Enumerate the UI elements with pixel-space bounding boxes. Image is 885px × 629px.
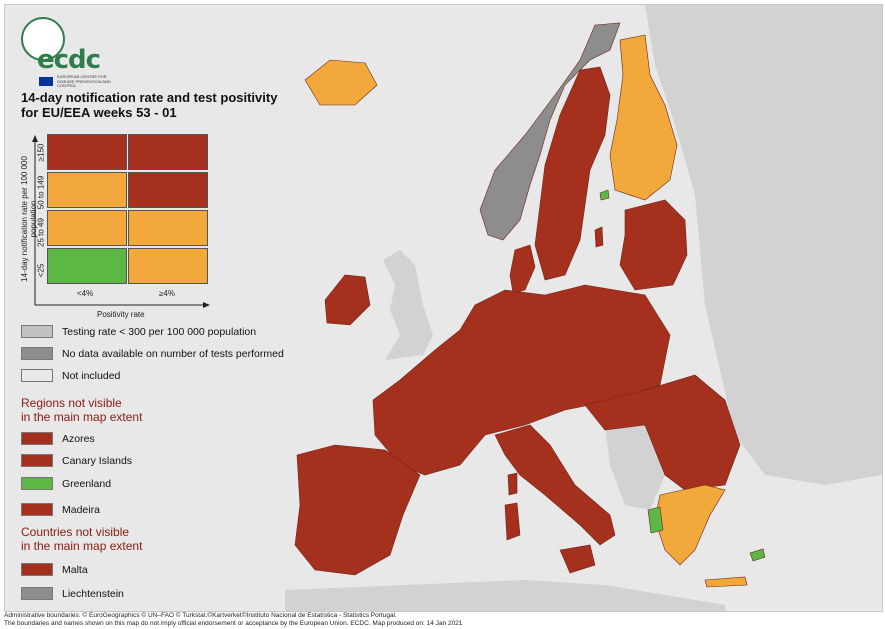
region-madeira: Madeira (21, 503, 100, 516)
country-norway (479, 22, 621, 241)
footer: Administrative boundaries: © EuroGeograp… (4, 612, 884, 628)
title-line-2: for EU/EEA weeks 53 - 01 (21, 105, 177, 120)
matrix-x-tick: <4% (77, 289, 94, 298)
legend-label: Madeira (62, 503, 100, 516)
country-central-europe (372, 284, 671, 476)
countries-heading: Countries not visible in the main map ex… (21, 525, 221, 553)
matrix-cell (128, 134, 208, 170)
non-eu-land-uk (383, 250, 433, 360)
country-baltics (619, 199, 688, 291)
country-southeast (584, 374, 741, 491)
title-line-1: 14-day notification rate and test positi… (21, 90, 278, 105)
legend-swatch (21, 325, 53, 338)
footer-line-2: The boundaries and names shown on this m… (4, 620, 463, 627)
country-greece (654, 484, 726, 566)
island-gotland (594, 226, 604, 248)
regions-heading-line-2: in the main map extent (21, 410, 143, 424)
legend-swatch (21, 503, 53, 516)
logo-wordmark: ecdc (37, 45, 101, 75)
region-greenland: Greenland (21, 477, 111, 490)
legend-label: Canary Islands (62, 454, 133, 467)
matrix-x-label: Positivity rate (97, 310, 145, 319)
matrix-cell (128, 248, 208, 284)
matrix-y-tick: 25 to 49 (36, 218, 46, 247)
country-sicily (559, 544, 596, 574)
matrix-y-arrow (32, 135, 38, 142)
legend-label: Azores (62, 432, 95, 445)
legend-swatch (21, 369, 53, 382)
legend-swatch (21, 477, 53, 490)
map-title: 14-day notification rate and test positi… (21, 90, 321, 120)
regions-heading: Regions not visible in the main map exte… (21, 396, 221, 424)
matrix-cell (47, 248, 127, 284)
non-eu-land-balkans (605, 425, 665, 510)
footer-line-1: Administrative boundaries: © EuroGeograp… (4, 612, 397, 619)
matrix-x-tick: ≥4% (159, 289, 175, 298)
country-finland (609, 34, 678, 201)
regions-heading-line-1: Regions not visible (21, 396, 122, 410)
legend-no-data: No data available on number of tests per… (21, 347, 284, 360)
legend-label: Liechtenstein (62, 587, 124, 600)
country-denmark (509, 244, 536, 294)
matrix-x-arrow (203, 302, 210, 308)
map-frame: ecdc EUROPEAN CENTRE FOR DISEASE PREVENT… (4, 4, 883, 612)
countries-heading-line-1: Countries not visible (21, 525, 130, 539)
matrix-y-tick: ≥150 (36, 143, 46, 162)
matrix-cell (47, 210, 127, 246)
country-malta-legend: Malta (21, 563, 88, 576)
matrix-cell (128, 210, 208, 246)
matrix-axes (32, 135, 210, 308)
europe-map (285, 5, 882, 611)
non-eu-land-east (645, 5, 882, 485)
non-eu-land-africa (285, 580, 725, 611)
legend-not-included: Not included (21, 369, 120, 382)
legend-label: Not included (62, 369, 121, 382)
eu-flag-icon (39, 77, 53, 86)
legend-swatch (21, 587, 53, 600)
region-canary-islands: Canary Islands (21, 454, 132, 467)
legend-label: Testing rate < 300 per 100 000 populatio… (62, 325, 257, 338)
country-corsica (507, 472, 518, 496)
countries-heading-line-2: in the main map extent (21, 539, 143, 553)
country-sardinia (504, 502, 521, 541)
matrix-cell (128, 172, 208, 208)
country-italy (494, 424, 616, 546)
country-albania (647, 506, 664, 534)
legend-label: Greenland (62, 477, 112, 490)
region-azores: Azores (21, 432, 95, 445)
matrix-y-tick: <25 (36, 263, 46, 278)
country-cyprus (749, 548, 766, 562)
island-aland (599, 189, 610, 201)
legend-swatch (21, 432, 53, 445)
legend-swatch (21, 347, 53, 360)
legend-label: Malta (62, 563, 88, 576)
legend-swatch (21, 563, 53, 576)
country-iberia (294, 444, 421, 576)
globe-icon (21, 17, 65, 61)
matrix-y-tick: 50 to 149 (36, 175, 46, 210)
country-crete (704, 576, 748, 588)
country-sweden (534, 66, 611, 281)
ecdc-logo: ecdc EUROPEAN CENTRE FOR DISEASE PREVENT… (19, 17, 129, 88)
matrix-cell (47, 172, 127, 208)
matrix-cell (47, 134, 127, 170)
country-ireland (324, 274, 371, 326)
legend-label: No data available on number of tests per… (62, 347, 284, 360)
country-liechtenstein-legend: Liechtenstein (21, 587, 124, 600)
legend-swatch (21, 454, 53, 467)
logo-subtitle: EUROPEAN CENTRE FOR DISEASE PREVENTION A… (57, 74, 111, 88)
country-iceland (304, 59, 378, 106)
legend-testing-rate: Testing rate < 300 per 100 000 populatio… (21, 325, 256, 338)
